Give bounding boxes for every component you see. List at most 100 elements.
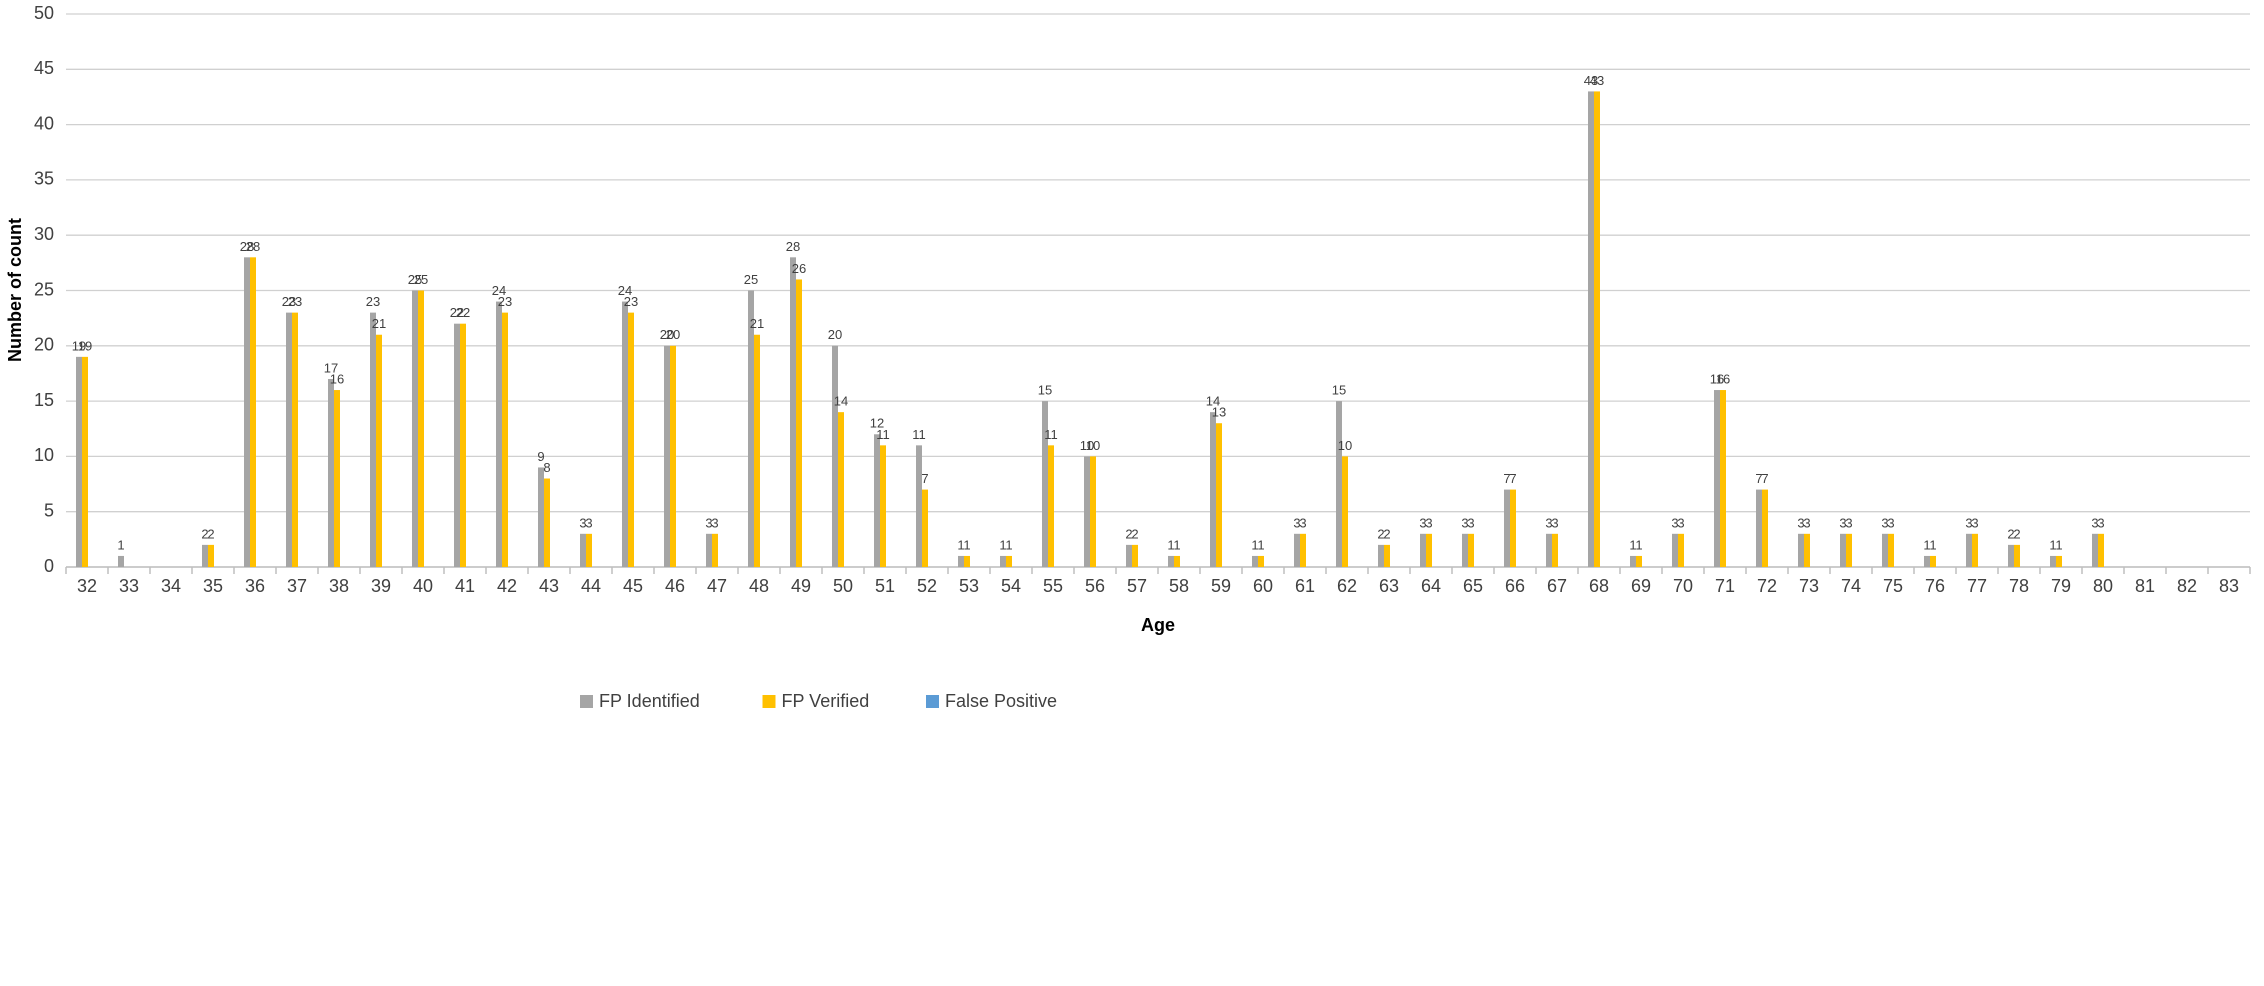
legend-label: False Positive [945, 691, 1057, 711]
value-label: 43 [1584, 73, 1598, 88]
bar [1300, 533, 1306, 567]
bar [1966, 533, 1972, 567]
bar [580, 533, 586, 567]
x-tick-label: 72 [1757, 576, 1777, 596]
x-tick-label: 55 [1043, 576, 1063, 596]
y-tick-label: 0 [44, 556, 54, 576]
bar [538, 467, 544, 567]
x-tick-label: 79 [2051, 576, 2071, 596]
bar [1048, 445, 1054, 567]
x-tick-label: 40 [413, 576, 433, 596]
bar [880, 445, 886, 567]
bar [706, 533, 712, 567]
value-label: 3 [711, 515, 718, 530]
bar [1846, 533, 1852, 567]
x-tick-label: 51 [875, 576, 895, 596]
value-label: 28 [240, 239, 254, 254]
bar [712, 533, 718, 567]
value-label: 20 [666, 327, 680, 342]
x-tick-label: 59 [1211, 576, 1231, 596]
bar [1378, 544, 1384, 567]
bar [1126, 544, 1132, 567]
bar [1630, 555, 1636, 567]
value-label: 19 [78, 338, 92, 353]
value-label: 3 [2091, 515, 2098, 530]
bar [1174, 555, 1180, 567]
bar [418, 290, 424, 567]
bar [1588, 91, 1594, 568]
value-label: 1 [2049, 537, 2056, 552]
y-tick-label: 30 [34, 224, 54, 244]
x-tick-label: 68 [1589, 576, 1609, 596]
x-tick-label: 81 [2135, 576, 2155, 596]
bar [1804, 533, 1810, 567]
value-label: 3 [1845, 515, 1852, 530]
bar [286, 312, 292, 567]
bar [1714, 390, 1720, 567]
bar [874, 434, 880, 567]
bar [1672, 533, 1678, 567]
bar [1504, 489, 1510, 567]
bar [1840, 533, 1846, 567]
x-tick-label: 39 [371, 576, 391, 596]
x-tick-label: 54 [1001, 576, 1021, 596]
legend-swatch [580, 695, 593, 708]
value-label: 7 [1761, 471, 1768, 486]
value-label: 14 [1206, 394, 1220, 409]
x-tick-label: 47 [707, 576, 727, 596]
y-tick-label: 25 [34, 279, 54, 299]
bar [1090, 456, 1096, 567]
bar [202, 544, 208, 567]
value-label: 3 [1887, 515, 1894, 530]
y-axis-title: Number of count [5, 218, 25, 362]
x-tick-label: 44 [581, 576, 601, 596]
bar [544, 478, 550, 567]
bar [622, 301, 628, 567]
bar [82, 356, 88, 567]
value-label: 16 [1716, 371, 1730, 386]
value-label: 20 [828, 327, 842, 342]
y-tick-label: 15 [34, 390, 54, 410]
value-label: 1 [1929, 537, 1936, 552]
bar [2008, 544, 2014, 567]
x-tick-label: 43 [539, 576, 559, 596]
x-tick-label: 35 [203, 576, 223, 596]
value-label: 3 [585, 515, 592, 530]
value-label: 23 [366, 294, 380, 309]
bar [1216, 423, 1222, 567]
value-label: 10 [1086, 438, 1100, 453]
x-tick-label: 33 [119, 576, 139, 596]
value-label: 7 [1755, 471, 1762, 486]
value-label: 2 [1125, 526, 1132, 541]
value-label: 3 [1797, 515, 1804, 530]
y-tick-label: 5 [44, 500, 54, 520]
legend-swatch [926, 695, 939, 708]
bar [76, 356, 82, 567]
value-label: 1 [1923, 537, 1930, 552]
x-tick-label: 37 [287, 576, 307, 596]
value-label: 3 [1965, 515, 1972, 530]
value-label: 28 [786, 239, 800, 254]
value-label: 2 [1383, 526, 1390, 541]
value-label: 3 [1425, 515, 1432, 530]
x-tick-label: 46 [665, 576, 685, 596]
bar [1336, 401, 1342, 567]
bar [958, 555, 964, 567]
bar [1294, 533, 1300, 567]
value-label: 43 [1590, 73, 1604, 88]
x-tick-label: 75 [1883, 576, 1903, 596]
value-label: 21 [750, 316, 764, 331]
x-axis-title: Age [1141, 615, 1175, 635]
value-label: 16 [1710, 371, 1724, 386]
value-label: 9 [537, 449, 544, 464]
bar [964, 555, 970, 567]
x-tick-label: 76 [1925, 576, 1945, 596]
bar [748, 290, 754, 567]
bar [1006, 555, 1012, 567]
x-tick-label: 83 [2219, 576, 2239, 596]
value-label: 2 [2007, 526, 2014, 541]
x-tick-label: 63 [1379, 576, 1399, 596]
x-tick-label: 56 [1085, 576, 1105, 596]
bar [1468, 533, 1474, 567]
x-tick-label: 61 [1295, 576, 1315, 596]
